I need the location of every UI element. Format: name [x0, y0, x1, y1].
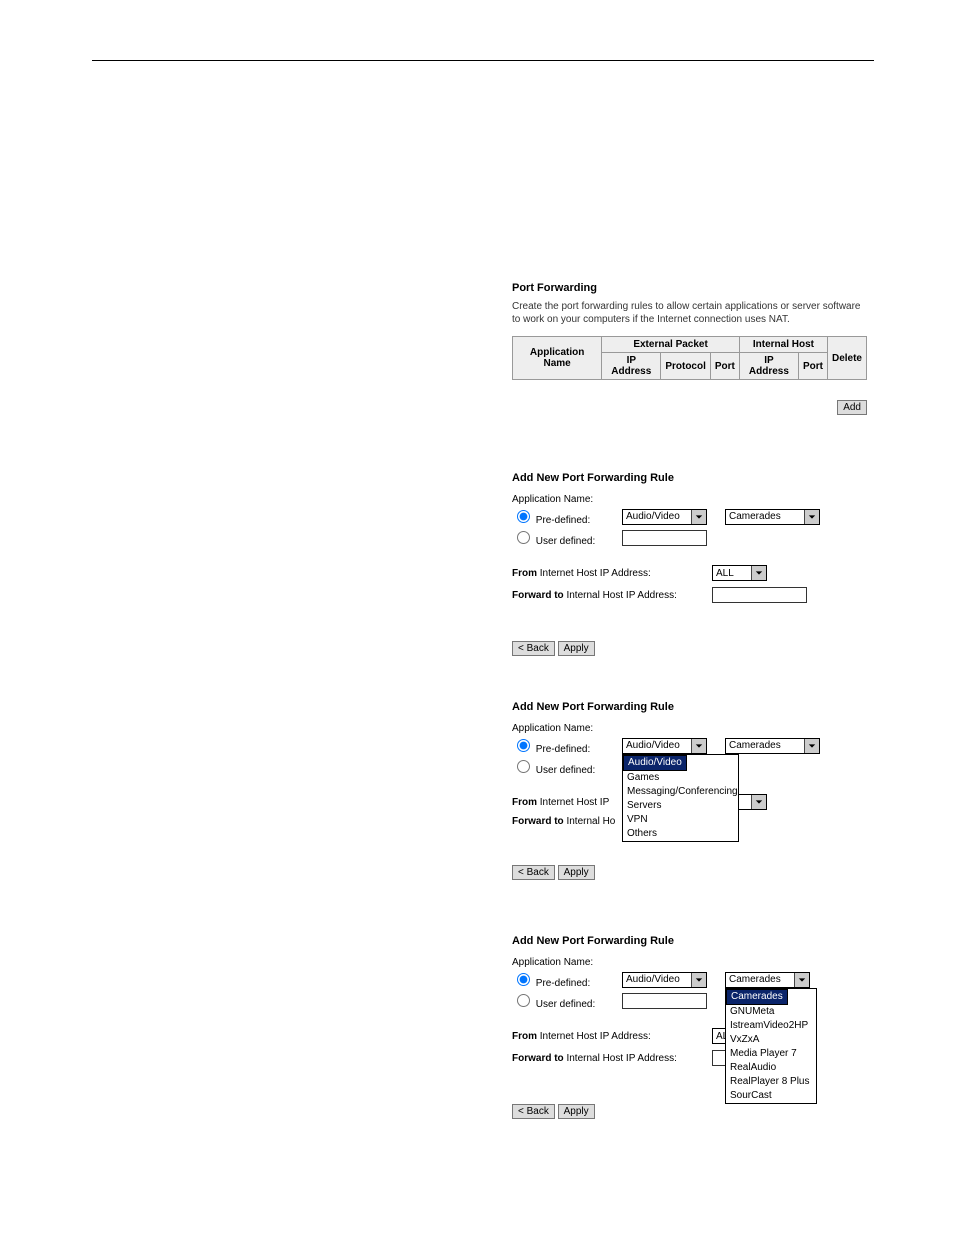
chevron-down-icon	[794, 973, 809, 987]
add-button[interactable]: Add	[837, 400, 867, 415]
col-app: Application Name	[513, 337, 602, 380]
subcategory-select[interactable]: Camerades	[725, 738, 820, 754]
panel-title: Add New Port Forwarding Rule	[512, 701, 867, 713]
list-item[interactable]: IstreamVideo2HP	[726, 1019, 816, 1033]
fwd-label: Forward to	[512, 590, 564, 601]
chevron-down-icon	[691, 973, 706, 987]
col-int-ip: IP Address	[739, 353, 798, 380]
predefined-label: Pre-defined:	[536, 515, 590, 526]
app-name-label: Application Name:	[512, 723, 867, 734]
from-select[interactable]: ALL	[712, 565, 767, 581]
from-value: ALL	[716, 568, 734, 579]
predefined-label: Pre-defined:	[536, 744, 590, 755]
apply-button[interactable]: Apply	[558, 641, 595, 656]
from-label: From	[512, 1031, 537, 1042]
col-int: Internal Host	[739, 337, 827, 353]
add-rule-panel-1: Add New Port Forwarding Rule Application…	[512, 472, 867, 656]
back-button[interactable]: < Back	[512, 1104, 555, 1119]
userdefined-label: User defined:	[536, 765, 595, 776]
panel-title: Add New Port Forwarding Rule	[512, 472, 867, 484]
list-item[interactable]: Camerades	[726, 989, 788, 1005]
list-item[interactable]: Games	[623, 771, 738, 785]
category-select[interactable]: Audio/Video	[622, 509, 707, 525]
from-rest: Internet Host IP Address:	[537, 568, 651, 579]
subcategory-value: Camerades	[729, 974, 781, 985]
col-int-port: Port	[798, 353, 827, 380]
list-item[interactable]: RealPlayer 8 Plus	[726, 1075, 816, 1089]
userdefined-radio[interactable]	[517, 760, 530, 773]
back-button[interactable]: < Back	[512, 641, 555, 656]
port-forwarding-table: Application Name External Packet Interna…	[512, 336, 867, 380]
fwd-rest: Internal Host IP Address:	[564, 1053, 677, 1064]
userdefined-radio[interactable]	[517, 994, 530, 1007]
list-item[interactable]: Messaging/Conferencing	[623, 785, 738, 799]
port-forwarding-desc: Create the port forwarding rules to allo…	[512, 300, 867, 326]
predefined-label: Pre-defined:	[536, 978, 590, 989]
table-header-row: Application Name External Packet Interna…	[513, 337, 867, 353]
list-item[interactable]: Others	[623, 827, 738, 841]
category-select[interactable]: Audio/Video	[622, 738, 707, 754]
port-forwarding-panel: Port Forwarding Create the port forwardi…	[512, 282, 867, 415]
col-ext: External Packet	[602, 337, 740, 353]
predefined-radio[interactable]	[517, 739, 530, 752]
forward-input[interactable]	[712, 587, 807, 603]
apply-button[interactable]: Apply	[558, 1104, 595, 1119]
list-item[interactable]: Servers	[623, 799, 738, 813]
app-name-label: Application Name:	[512, 957, 867, 968]
predefined-radio[interactable]	[517, 510, 530, 523]
from-label: From	[512, 568, 537, 579]
list-item[interactable]: Media Player 7	[726, 1047, 816, 1061]
col-ext-ip: IP Address	[602, 353, 661, 380]
add-rule-panel-2: Add New Port Forwarding Rule Application…	[512, 701, 867, 880]
userdefined-input[interactable]	[622, 993, 707, 1009]
subcategory-select[interactable]: Camerades	[725, 972, 810, 988]
list-item[interactable]: VPN	[623, 813, 738, 827]
col-del: Delete	[827, 337, 866, 380]
chevron-down-icon	[691, 510, 706, 524]
back-button[interactable]: < Back	[512, 865, 555, 880]
chevron-down-icon	[804, 510, 819, 524]
chevron-down-icon	[751, 566, 766, 580]
category-dropdown-list[interactable]: Audio/Video Games Messaging/Conferencing…	[622, 754, 739, 842]
category-value: Audio/Video	[626, 974, 680, 985]
subcategory-dropdown-list[interactable]: Camerades GNUMeta IstreamVideo2HP VxZxA …	[725, 988, 817, 1104]
userdefined-label: User defined:	[536, 536, 595, 547]
userdefined-input[interactable]	[622, 530, 707, 546]
category-value: Audio/Video	[626, 740, 680, 751]
subcategory-value: Camerades	[729, 511, 781, 522]
chevron-down-icon	[804, 739, 819, 753]
predefined-radio[interactable]	[517, 973, 530, 986]
fwd-rest: Internal Host IP Address:	[564, 590, 677, 601]
fwd-label: Forward to	[512, 816, 564, 827]
apply-button[interactable]: Apply	[558, 865, 595, 880]
list-item[interactable]: VxZxA	[726, 1033, 816, 1047]
from-label: From	[512, 797, 537, 808]
add-rule-panel-3: Add New Port Forwarding Rule Application…	[512, 935, 867, 1119]
col-ext-proto: Protocol	[661, 353, 711, 380]
userdefined-label: User defined:	[536, 999, 595, 1010]
list-item[interactable]: GNUMeta	[726, 1005, 816, 1019]
list-item[interactable]: SourCast	[726, 1089, 816, 1103]
col-ext-port: Port	[710, 353, 739, 380]
chevron-down-icon	[691, 739, 706, 753]
userdefined-radio[interactable]	[517, 531, 530, 544]
port-forwarding-title: Port Forwarding	[512, 282, 867, 294]
subcategory-select[interactable]: Camerades	[725, 509, 820, 525]
category-select[interactable]: Audio/Video	[622, 972, 707, 988]
chevron-down-icon	[751, 795, 766, 809]
header-divider	[92, 60, 874, 61]
list-item[interactable]: RealAudio	[726, 1061, 816, 1075]
fwd-label: Forward to	[512, 1053, 564, 1064]
app-name-label: Application Name:	[512, 494, 867, 505]
panel-title: Add New Port Forwarding Rule	[512, 935, 867, 947]
list-item[interactable]: Audio/Video	[623, 755, 687, 771]
from-rest: Internet Host IP Address:	[537, 1031, 651, 1042]
category-value: Audio/Video	[626, 511, 680, 522]
subcategory-value: Camerades	[729, 740, 781, 751]
